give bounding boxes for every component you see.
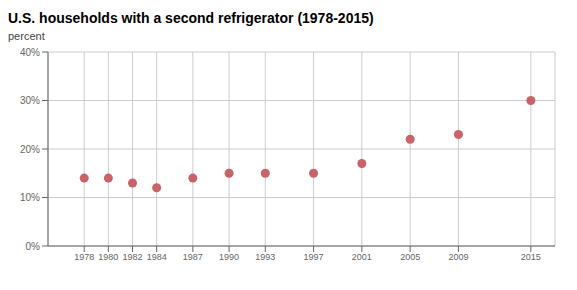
html-text:percent: percent <box>8 30 45 42</box>
svg-text:1978: 1978 <box>74 252 94 262</box>
svg-text:2001: 2001 <box>352 252 372 262</box>
svg-text:2009: 2009 <box>448 252 468 262</box>
svg-text:1980: 1980 <box>98 252 118 262</box>
svg-text:1982: 1982 <box>122 252 142 262</box>
svg-text:40%: 40% <box>20 47 40 58</box>
svg-text:1997: 1997 <box>304 252 324 262</box>
svg-text:30%: 30% <box>20 95 40 106</box>
svg-text:20%: 20% <box>20 144 40 155</box>
svg-text:1993: 1993 <box>255 252 275 262</box>
svg-text:1987: 1987 <box>183 252 203 262</box>
svg-text:2015: 2015 <box>521 252 541 262</box>
svg-text:2005: 2005 <box>400 252 420 262</box>
svg-text:1984: 1984 <box>147 252 167 262</box>
html-text:U.S. households with a second: U.S. households with a second refrigerat… <box>8 10 374 26</box>
svg-text:1990: 1990 <box>219 252 239 262</box>
svg-text:10%: 10% <box>20 192 40 203</box>
svg-text:0%: 0% <box>26 241 41 252</box>
